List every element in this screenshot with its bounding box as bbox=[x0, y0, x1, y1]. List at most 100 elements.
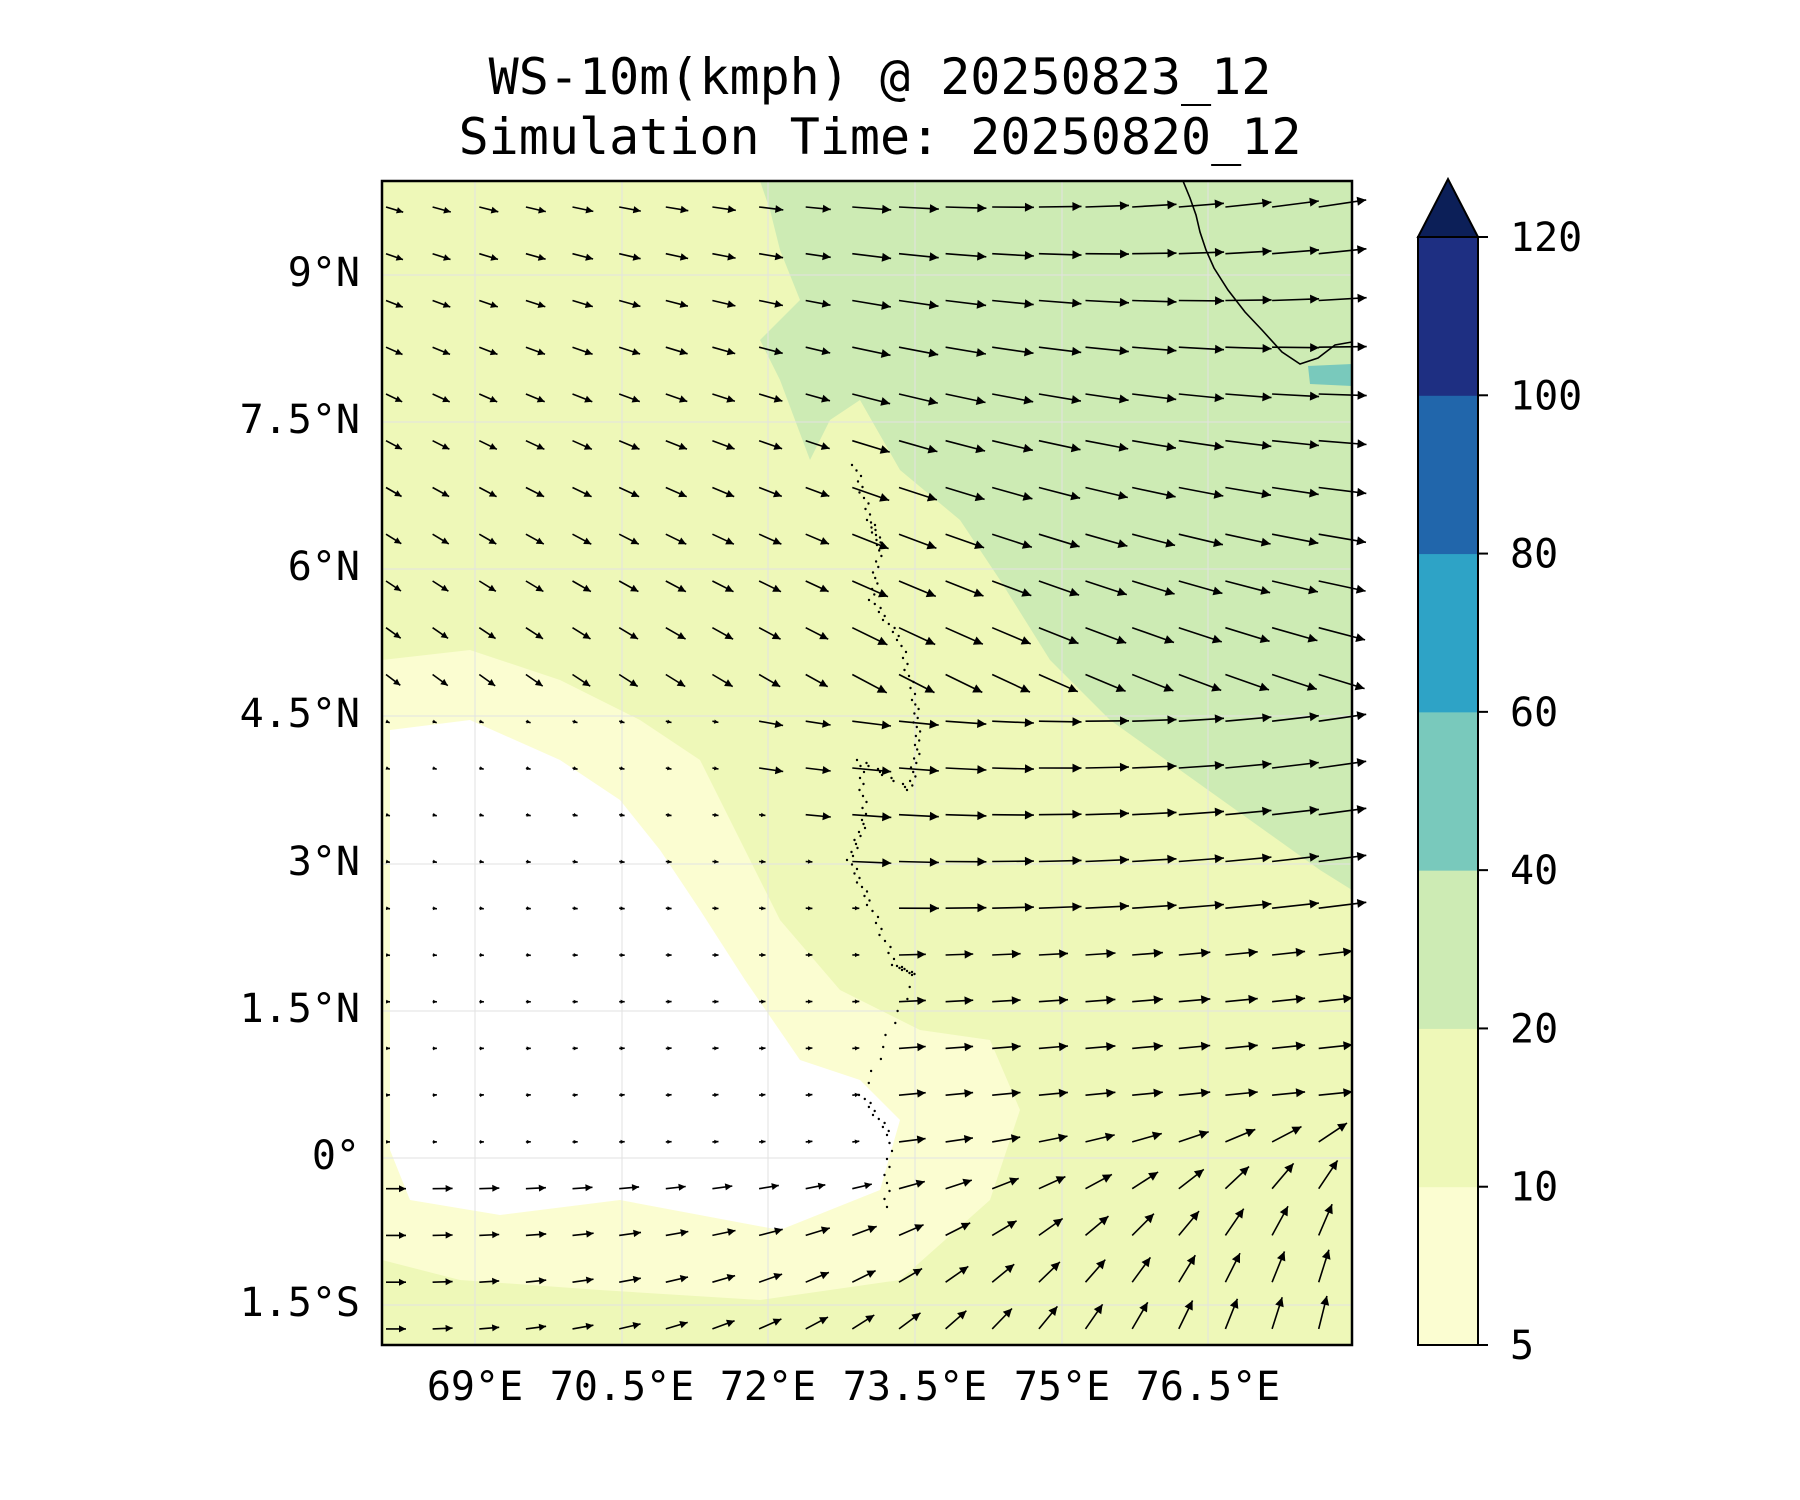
atoll-dot bbox=[867, 1081, 870, 1085]
wind-arrow bbox=[385, 439, 403, 450]
wind-arrow bbox=[432, 1140, 437, 1144]
wind-arrow bbox=[805, 204, 831, 213]
atoll-dot bbox=[879, 541, 882, 544]
wind-arrow bbox=[525, 580, 544, 593]
wind-arrow bbox=[712, 719, 719, 724]
wind-arrow bbox=[572, 393, 593, 403]
wind-arrow bbox=[759, 906, 766, 911]
wind-arrow bbox=[525, 1046, 531, 1051]
wind-arrow bbox=[712, 252, 736, 261]
atoll-dot bbox=[895, 964, 899, 968]
atoll-dot bbox=[896, 1009, 899, 1013]
wind-arrow bbox=[1085, 673, 1126, 693]
atoll-dot bbox=[859, 834, 862, 838]
wind-arrow bbox=[665, 952, 672, 958]
atoll-dot bbox=[856, 846, 859, 850]
atoll-dot bbox=[901, 782, 905, 786]
atoll-dot bbox=[879, 606, 882, 610]
wind-arrow bbox=[619, 859, 625, 864]
wind-arrow bbox=[1038, 673, 1079, 693]
wind-arrow bbox=[992, 856, 1034, 866]
wind-arrow bbox=[572, 673, 591, 687]
wind-arrow bbox=[1178, 1254, 1196, 1283]
wind-arrow bbox=[1038, 1261, 1061, 1283]
wind-arrow bbox=[1038, 717, 1082, 727]
wind-arrow bbox=[525, 999, 531, 1004]
wind-arrow bbox=[1318, 245, 1367, 255]
atoll-dot bbox=[916, 716, 919, 720]
wind-arrow bbox=[945, 1042, 974, 1052]
atoll-dot bbox=[913, 692, 917, 696]
wind-arrow bbox=[618, 393, 641, 403]
atoll-dot bbox=[853, 872, 856, 875]
atoll-dot bbox=[878, 536, 882, 539]
wind-arrow bbox=[805, 1182, 826, 1190]
wind-arrow bbox=[385, 906, 391, 911]
wind-arrow bbox=[665, 1275, 689, 1283]
wind-arrow bbox=[1132, 345, 1177, 355]
atoll-dot bbox=[877, 1117, 880, 1121]
wind-arrow bbox=[992, 902, 1034, 912]
wind-arrow bbox=[992, 764, 1034, 774]
wind-arrow bbox=[572, 1276, 594, 1284]
wind-arrow bbox=[712, 1274, 736, 1283]
wind-arrow bbox=[1225, 392, 1272, 402]
atoll-dot bbox=[891, 630, 895, 634]
atoll-dot bbox=[871, 909, 874, 913]
wind-arrow bbox=[572, 580, 592, 593]
wind-arrow bbox=[479, 766, 484, 770]
wind-arrow bbox=[525, 393, 546, 403]
wind-arrow bbox=[525, 813, 531, 817]
wind-arrow bbox=[712, 1092, 719, 1098]
atoll-dot bbox=[915, 725, 918, 729]
wind-arrow bbox=[898, 857, 939, 867]
wind-arrow bbox=[525, 206, 546, 214]
wind-arrow bbox=[898, 626, 936, 646]
atoll-dot bbox=[859, 764, 862, 768]
wind-arrow bbox=[758, 1273, 783, 1283]
wind-arrow bbox=[525, 252, 546, 261]
wind-arrow bbox=[665, 1183, 686, 1191]
wind-arrow bbox=[712, 952, 719, 958]
wind-arrow bbox=[1224, 1165, 1250, 1190]
wind-arrow bbox=[525, 439, 545, 451]
wind-arrow bbox=[1132, 715, 1177, 725]
wind-arrow bbox=[572, 1139, 578, 1144]
atoll-dot bbox=[867, 764, 870, 768]
wind-arrow bbox=[759, 952, 766, 958]
wind-arrow bbox=[992, 439, 1033, 453]
wind-arrow bbox=[991, 1307, 1013, 1330]
wind-arrow bbox=[758, 720, 784, 728]
wind-arrow bbox=[1132, 948, 1163, 958]
atoll-dot bbox=[873, 1109, 876, 1113]
wind-arrow bbox=[759, 999, 766, 1004]
wind-arrow bbox=[1178, 1168, 1205, 1190]
wind-arrow bbox=[852, 204, 892, 214]
wind-arrow bbox=[1178, 533, 1224, 547]
wind-arrow bbox=[572, 299, 594, 308]
colorbar-band bbox=[1418, 1186, 1478, 1346]
wind-arrow bbox=[432, 766, 437, 770]
wind-arrow bbox=[1132, 248, 1177, 258]
wind-arrow bbox=[1132, 761, 1177, 771]
wind-arrow bbox=[572, 627, 591, 640]
wind-arrow bbox=[1038, 995, 1069, 1005]
wind-arrow bbox=[665, 812, 672, 817]
wind-arrow bbox=[1038, 486, 1081, 501]
atoll-dot bbox=[904, 650, 908, 654]
wind-arrow bbox=[758, 673, 781, 688]
colorbar-band bbox=[1418, 870, 1478, 1029]
atoll-dot bbox=[868, 513, 872, 516]
atoll-dot bbox=[862, 782, 865, 786]
atoll-dot bbox=[865, 761, 868, 765]
wind-arrow bbox=[572, 1230, 594, 1238]
atoll-dot bbox=[865, 800, 868, 804]
wind-arrow bbox=[852, 1225, 877, 1237]
wind-arrow bbox=[525, 953, 531, 957]
wind-arrow bbox=[898, 673, 935, 694]
wind-arrow bbox=[1225, 533, 1271, 547]
wind-arrow bbox=[665, 533, 687, 545]
wind-arrow bbox=[1318, 533, 1367, 546]
wind-arrow bbox=[432, 999, 437, 1004]
wind-arrow bbox=[1225, 1128, 1256, 1143]
